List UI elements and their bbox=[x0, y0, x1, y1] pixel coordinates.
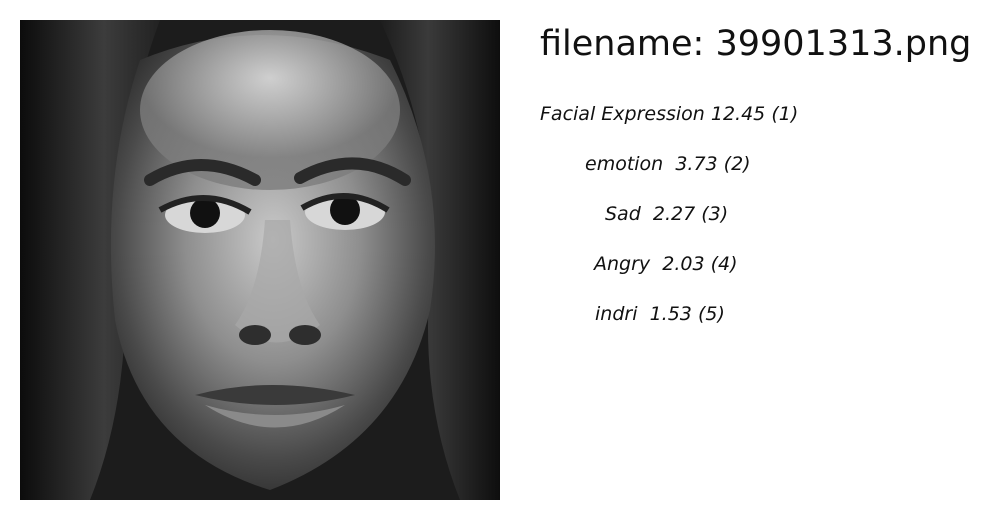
prediction-score: 2.03 bbox=[662, 253, 705, 275]
prediction-rank: (3) bbox=[701, 203, 729, 225]
prediction-row-4: Angry 2.03 (4) bbox=[594, 253, 738, 275]
prediction-score: 2.27 bbox=[652, 203, 696, 225]
prediction-score: 3.73 bbox=[675, 153, 718, 175]
prediction-row-3: Sad 2.27 (3) bbox=[605, 203, 728, 225]
prediction-label: emotion bbox=[585, 153, 664, 175]
prediction-row-1: Facial Expression 12.45 (1) bbox=[540, 103, 798, 125]
prediction-score: 1.53 bbox=[649, 303, 692, 325]
prediction-rank: (2) bbox=[723, 153, 751, 175]
prediction-label: Facial Expression bbox=[540, 103, 705, 125]
prediction-label: indri bbox=[595, 303, 638, 325]
prediction-label: Angry bbox=[594, 253, 651, 275]
prediction-row-5: indri 1.53 (5) bbox=[595, 303, 725, 325]
prediction-row-2: emotion 3.73 (2) bbox=[585, 153, 751, 175]
prediction-label: Sad bbox=[605, 203, 641, 225]
prediction-rank: (1) bbox=[771, 103, 799, 125]
prediction-rank: (4) bbox=[710, 253, 738, 275]
face-photo bbox=[20, 20, 500, 500]
filename-heading: filename: 39901313.png bbox=[540, 24, 972, 64]
face-photo-illustration bbox=[20, 20, 500, 500]
prediction-score: 12.45 bbox=[710, 103, 766, 125]
prediction-rank: (5) bbox=[697, 303, 725, 325]
